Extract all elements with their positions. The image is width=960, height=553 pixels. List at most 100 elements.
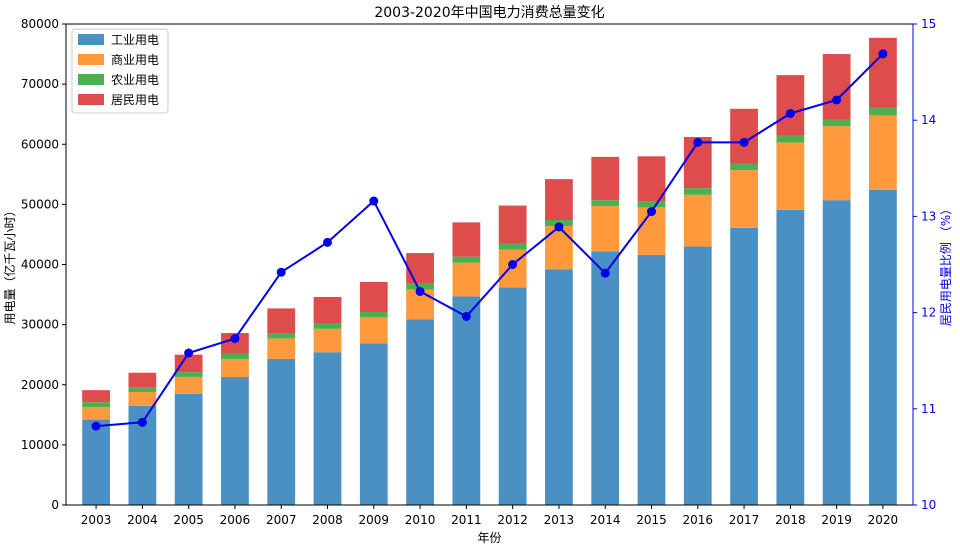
series-2 <box>82 107 897 407</box>
ratio-point-4 <box>276 267 286 277</box>
bar-1-0 <box>82 407 110 420</box>
bar-3-5 <box>313 296 342 324</box>
bar-2-16 <box>822 119 851 127</box>
x-tick-label-14: 2017 <box>729 513 760 527</box>
bar-0-3 <box>221 376 249 505</box>
y-axis-label: 用电量（亿千瓦小时） <box>2 204 17 324</box>
ratio-point-13 <box>693 137 703 147</box>
x-axis-label: 年份 <box>477 531 501 545</box>
bar-3-7 <box>406 253 434 284</box>
bar-0-12 <box>637 254 666 505</box>
ratio-point-8 <box>461 311 471 321</box>
bar-2-11 <box>591 200 620 207</box>
bar-2-7 <box>406 283 434 290</box>
x-tick-label-4: 2007 <box>266 513 297 527</box>
ratio-point-2 <box>184 348 194 358</box>
ratio-point-6 <box>369 196 379 206</box>
bar-0-14 <box>730 227 758 505</box>
x-tick-label-13: 2016 <box>683 513 714 527</box>
ratio-point-14 <box>739 137 749 147</box>
x-tick-label-1: 2004 <box>127 513 158 527</box>
y-tick-label-7: 70000 <box>21 77 59 91</box>
legend-swatch-3 <box>78 94 104 105</box>
ratio-point-16 <box>832 95 842 105</box>
bar-3-3 <box>221 333 249 354</box>
bar-1-2 <box>174 376 203 394</box>
x-tick-label-8: 2011 <box>451 513 482 527</box>
bar-1-1 <box>128 391 157 406</box>
x-tick-label-11: 2014 <box>590 513 621 527</box>
legend-label-1: 商业用电 <box>111 52 159 67</box>
bar-1-6 <box>359 317 388 344</box>
bar-3-17 <box>869 37 897 108</box>
bar-1-4 <box>267 338 296 359</box>
ratio-point-0 <box>91 421 101 431</box>
ratio-point-3 <box>230 334 240 344</box>
bar-1-11 <box>591 206 620 252</box>
bar-3-8 <box>452 222 481 257</box>
x-tick-label-16: 2019 <box>821 513 852 527</box>
bar-1-15 <box>776 142 805 210</box>
bar-0-7 <box>406 319 434 505</box>
ratio-point-10 <box>554 222 564 232</box>
y-tick-label-3: 30000 <box>21 318 59 332</box>
legend-swatch-1 <box>78 54 104 65</box>
bar-0-2 <box>174 393 203 505</box>
bar-1-3 <box>221 358 249 377</box>
bar-0-0 <box>82 419 110 505</box>
ratio-point-1 <box>137 417 147 427</box>
x-tick-label-5: 2008 <box>312 513 343 527</box>
x-tick-label-17: 2020 <box>868 513 899 527</box>
ratio-line <box>95 53 884 428</box>
bar-1-14 <box>730 170 758 228</box>
bar-3-11 <box>591 156 620 201</box>
bar-1-8 <box>452 262 481 297</box>
ratio-point-17 <box>878 49 888 59</box>
bar-0-15 <box>776 209 805 506</box>
bar-2-17 <box>869 107 897 116</box>
bar-2-5 <box>313 323 342 329</box>
y2-tick-label-3: 13 <box>921 209 936 223</box>
ratio-point-11 <box>600 268 610 278</box>
legend-swatch-0 <box>78 34 104 45</box>
bar-2-6 <box>359 312 388 318</box>
bar-2-2 <box>174 372 203 377</box>
ratio-point-12 <box>646 207 656 217</box>
y-tick-label-8: 80000 <box>21 17 59 31</box>
bar-3-10 <box>545 179 573 220</box>
y2-ticks: 10 11 12 13 14 15 <box>913 17 936 512</box>
x-tick-label-2: 2005 <box>173 513 204 527</box>
bar-2-12 <box>637 201 666 208</box>
ratio-point-5 <box>323 237 333 247</box>
bar-1-17 <box>869 115 897 190</box>
x-tick-label-3: 2006 <box>220 513 251 527</box>
y-tick-label-6: 60000 <box>21 137 59 151</box>
bar-1-10 <box>545 226 573 270</box>
x-ticks: 2003 2004 2005 2006 2007 2008 2009 2010 2011 2012… <box>81 505 898 527</box>
bar-0-9 <box>498 287 527 505</box>
x-tick-label-12: 2015 <box>636 513 667 527</box>
ratio-point-7 <box>415 286 425 296</box>
bar-2-0 <box>82 402 110 407</box>
bar-1-5 <box>313 328 342 353</box>
legend-box <box>71 28 169 114</box>
y2-axis-label: 居民用电量比例 （%） <box>939 203 953 326</box>
legend-swatch-2 <box>78 74 104 85</box>
series-0 <box>82 189 897 506</box>
bar-2-3 <box>221 353 249 359</box>
y-tick-label-5: 50000 <box>21 197 59 211</box>
bar-0-6 <box>359 343 388 505</box>
axes <box>65 23 914 506</box>
y2-tick-label-0: 10 <box>921 498 936 512</box>
ratio-point-15 <box>785 108 795 118</box>
y2-tick-label-5: 15 <box>921 17 936 31</box>
x-tick-label-10: 2013 <box>544 513 575 527</box>
x-tick-label-15: 2018 <box>775 513 806 527</box>
bar-2-1 <box>128 387 157 392</box>
bar-0-8 <box>452 296 481 505</box>
bar-0-4 <box>267 358 296 505</box>
y2-tick-label-1: 11 <box>921 402 936 416</box>
bar-2-14 <box>730 163 758 171</box>
